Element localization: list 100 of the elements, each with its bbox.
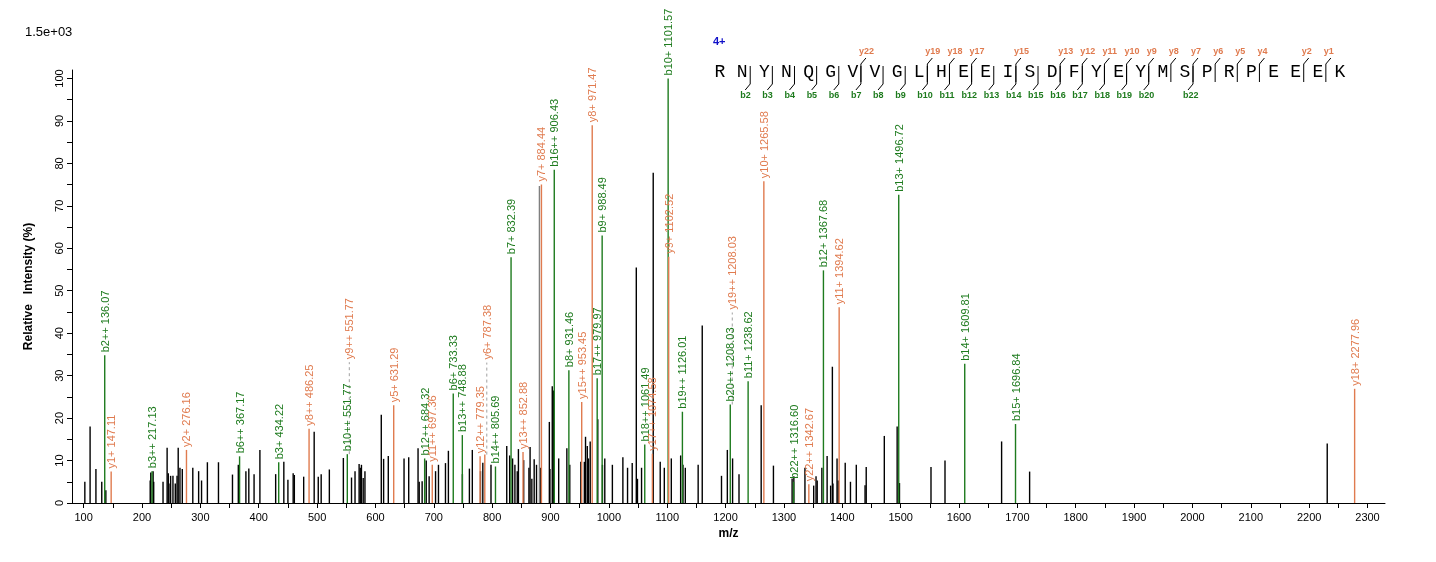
data-label: b10++ 551.77 (341, 383, 354, 452)
data-label: y10+ 1265.58 (757, 111, 770, 179)
y-tick-label: 20 (52, 411, 65, 425)
text: y18 (947, 46, 963, 56)
x-tick-label: 1500 (888, 510, 913, 523)
annotation: y19++ 1208.03 (726, 236, 739, 310)
text: y4 (1257, 46, 1268, 56)
y-axis-title: Relative Intensity (%) (21, 222, 35, 351)
y-tick-label: 10 (52, 454, 65, 467)
annotation: y6+ 787.38 (480, 304, 493, 360)
annotation: b15 (1028, 90, 1044, 100)
text: y11 (1102, 46, 1117, 56)
x-tick-label: 800 (482, 510, 502, 523)
data-label: b13+ 1496.72 (892, 124, 905, 192)
x-tick-label: 1100 (655, 510, 680, 523)
annotation: b3 (762, 90, 773, 100)
data-label: b20++ 1208.03 (724, 327, 737, 402)
x-tick-label: 2300 (1355, 510, 1380, 523)
text: 4+ (713, 35, 726, 47)
x-tick-label: 1400 (830, 510, 855, 523)
text: y12 (1080, 46, 1096, 56)
text: y9 (1146, 46, 1157, 56)
x-tick-label: 500 (307, 510, 327, 523)
x-axis-title: m/z (718, 525, 739, 540)
annotation: b18 (1094, 90, 1110, 100)
text: y13 (1058, 46, 1074, 56)
text: y6 (1213, 46, 1224, 56)
annotation: b16 (1050, 90, 1066, 100)
annotation: b9 (895, 90, 906, 100)
text: y5 (1235, 46, 1246, 56)
data-label: b7+ 832.39 (505, 198, 518, 255)
data-label: y7+ 884.44 (535, 126, 548, 182)
x-tick-label: 200 (132, 510, 152, 523)
data-label: b15+ 1696.84 (1009, 353, 1022, 422)
annotation: b12 (961, 90, 978, 100)
data-label: y2+ 276.16 (180, 392, 193, 447)
data-label: y13++ 852.88 (517, 381, 530, 450)
data-label: b14+ 1609.81 (958, 293, 971, 361)
x-tick-label: 100 (74, 510, 93, 523)
data-label: y18+ 2277.96 (1348, 318, 1361, 386)
text: y19 (925, 46, 941, 56)
data-label: b22++ 1316.60 (787, 404, 800, 479)
x-tick-label: 600 (366, 510, 385, 523)
x-tick-label: 1900 (1121, 510, 1147, 523)
annotation: b5 (806, 90, 818, 100)
y-tick-label: 80 (52, 157, 65, 170)
data-label: y9+ 1102.52 (662, 193, 675, 254)
x-tick-label: 400 (249, 510, 268, 523)
x-tick-label: 1700 (1005, 510, 1030, 523)
text: 1.5e+03 (25, 24, 73, 39)
annotation: b22 (1183, 90, 1199, 100)
x-tick-label: 1300 (771, 510, 797, 523)
annotation: b7 (850, 90, 862, 100)
x-tick-label: 2000 (1180, 510, 1205, 523)
annotation: b6 (828, 90, 840, 100)
data-label: b6++ 367.17 (233, 391, 246, 454)
y-tick-label: 70 (52, 199, 65, 212)
x-tick-label: 1200 (713, 510, 738, 523)
data-label: b16++ 906.43 (548, 98, 561, 167)
y-tick-label: 0 (52, 499, 65, 507)
x-tick-label: 1800 (1063, 510, 1088, 523)
data-label: y22++ 1342.67 (802, 407, 815, 482)
text: y2 (1301, 46, 1312, 56)
text: y10 (1124, 46, 1140, 56)
annotation: b13 (983, 90, 1000, 100)
x-tick-label: 300 (191, 510, 210, 523)
data-label: y12++ 779.35 (474, 386, 487, 454)
data-label: b10+ 1101.57 (662, 8, 675, 76)
data-label: b17++ 979.97 (591, 307, 604, 376)
annotation: b20 (1138, 90, 1155, 100)
text: y7 (1191, 46, 1202, 56)
annotation: b17 (1072, 90, 1088, 100)
x-tick-label: 900 (541, 510, 560, 523)
annotation: b11 (939, 90, 955, 100)
annotation: b19 (1116, 90, 1133, 100)
data-label: b12+ 1367.68 (817, 199, 830, 268)
data-label: b2++ 136.07 (98, 290, 111, 353)
data-label: b3+ 434.22 (272, 403, 285, 460)
annotation: b4 (784, 90, 795, 100)
text: y17 (969, 46, 985, 56)
annotation: b2 (740, 90, 751, 100)
text: y15 (1013, 46, 1029, 56)
text: y1 (1323, 46, 1334, 56)
data-label: y5+ 631.29 (387, 347, 400, 403)
data-label: b8+ 931.46 (562, 311, 575, 368)
y-tick-label: 90 (52, 114, 65, 128)
annotation: y9++ 551.77 (343, 298, 356, 360)
annotation: b8 (873, 90, 884, 100)
data-label: b19++ 1126.01 (676, 335, 689, 409)
y-tick-label: 60 (52, 242, 65, 255)
data-label: b11+ 1238.62 (742, 311, 755, 379)
data-label: y8++ 486.25 (303, 364, 316, 426)
x-tick-label: 2100 (1238, 510, 1264, 523)
x-tick-label: 2200 (1296, 510, 1322, 523)
y-tick-label: 30 (52, 369, 65, 382)
data-label: b14++ 805.69 (489, 395, 502, 464)
text: y22 (858, 46, 874, 56)
y-tick-label: 100 (52, 69, 65, 88)
x-tick-label: 700 (424, 510, 443, 523)
data-label: y8+ 971.47 (586, 67, 599, 123)
